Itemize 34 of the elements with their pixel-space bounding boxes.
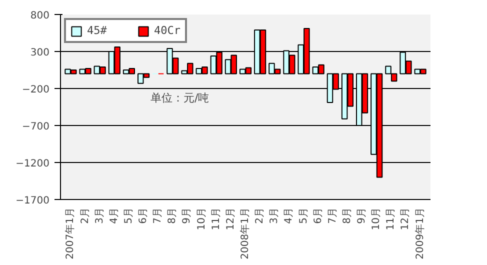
x-tick-label: 11月	[210, 207, 222, 230]
legend-label: 45#	[87, 24, 107, 37]
x-tick-label: 2月	[254, 207, 266, 224]
y-tick-label: −1200	[16, 158, 50, 170]
annotation: 单位：元/吨	[150, 92, 210, 104]
x-tick-label: 6月	[138, 207, 150, 224]
x-tick-label: 12月	[400, 207, 412, 230]
y-tick-label: −700	[22, 122, 50, 132]
x-tick-label: 5月	[298, 207, 310, 224]
y-tick-label: 300	[30, 48, 50, 58]
x-tick-label: 9月	[356, 207, 368, 224]
x-tick-label: 9月	[182, 207, 193, 224]
x-tick-label: 11月	[386, 207, 397, 230]
x-tick-label: 5月	[123, 207, 134, 224]
y-tick-label: −200	[22, 84, 50, 96]
x-tick-label: 3月	[269, 207, 280, 224]
x-tick-label: 10月	[196, 207, 208, 230]
x-tick-label: 12月	[225, 207, 236, 230]
x-tick-label: 6月	[312, 207, 324, 224]
x-tick-label: 2009年1月	[414, 208, 426, 260]
x-tick-label: 7月	[327, 207, 338, 224]
x-tick-label: 2007年1月	[64, 208, 76, 260]
x-tick-label: 7月	[152, 207, 164, 224]
x-tick-label: 2008年1月	[239, 208, 251, 260]
x-tick-label: 10月	[371, 207, 382, 230]
x-tick-label: 4月	[108, 207, 120, 224]
x-tick-label: 4月	[284, 207, 295, 224]
y-tick-label: −1700	[16, 196, 50, 206]
x-tick-label: 3月	[94, 207, 106, 224]
y-tick-label: 800	[30, 10, 50, 22]
x-tick-label: 8月	[342, 207, 353, 224]
x-tick-label: 2月	[80, 207, 91, 224]
x-tick-label: 8月	[167, 207, 178, 224]
legend-label: 40Cr	[154, 24, 180, 37]
